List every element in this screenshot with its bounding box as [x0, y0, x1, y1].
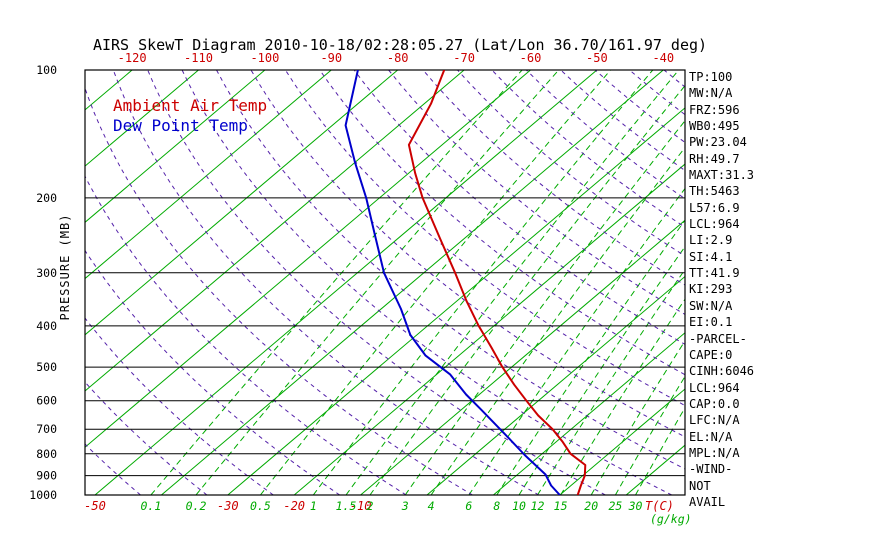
stat-line: TT:41.9 — [689, 266, 740, 281]
stat-line: MPL:N/A — [689, 445, 740, 460]
mixing-ratio-tick-label: 3 — [401, 499, 409, 513]
stat-line: CAPE:0 — [689, 347, 733, 362]
mixing-ratio-tick-label: 8 — [493, 499, 500, 513]
legend-ambient-air-temp: Ambient Air Temp — [113, 96, 268, 115]
stats-panel: TP:100 MW:N/A FRZ:596 WB0:495 PW:23.04 RH:49.… — [689, 69, 754, 510]
stat-line: TH:5463 — [689, 184, 740, 199]
mixing-ratio-tick-label: 25 — [608, 499, 622, 513]
pressure-tick-label: 700 — [36, 422, 57, 436]
stat-line: PW:23.04 — [689, 135, 747, 150]
isotherms — [85, 70, 685, 495]
bottom-temp-tick-label: -50 — [84, 499, 106, 513]
stat-line: KI:293 — [689, 282, 733, 297]
stat-line: LCL:964 — [689, 217, 740, 232]
mixing-ratio-tick-label: 1 — [310, 499, 317, 513]
stat-line: NOT — [689, 478, 711, 493]
mixing-ratio-tick-label: 0.5 — [250, 499, 271, 513]
top-temp-tick-label: -70 — [453, 51, 475, 65]
ambient-temp-curve — [407, 70, 587, 495]
pressure-tick-label: 300 — [36, 266, 57, 280]
stat-line: AVAIL — [689, 494, 726, 509]
pressure-tick-label: 500 — [36, 360, 57, 374]
stat-line: MW:N/A — [689, 86, 733, 101]
dry-adiabats — [85, 70, 685, 495]
legend: Ambient Air Temp Dew Point Temp — [113, 96, 267, 136]
chart-title: AIRS SkewT Diagram 2010-10-18/02:28:05.2… — [92, 36, 708, 54]
bottom-temp-tick-label: -20 — [283, 499, 305, 513]
stat-line: TP:100 — [689, 70, 733, 84]
stat-line: FRZ:596 — [689, 102, 740, 117]
x-axis-mixing-unit-label: (g/kg) — [650, 512, 692, 526]
pressure-tick-label: 200 — [36, 191, 57, 205]
mixing-ratio-tick-label: 30 — [628, 499, 643, 513]
top-temp-tick-label: -90 — [320, 51, 342, 65]
legend-dew-point-temp: Dew Point Temp — [113, 116, 248, 135]
top-temp-tick-label: -40 — [652, 51, 674, 65]
mixing-ratio-tick-label: 10 — [512, 499, 526, 513]
stat-line: -WIND- — [689, 462, 733, 477]
field-lines — [85, 70, 685, 495]
pressure-tick-label: 1000 — [29, 488, 57, 502]
top-temp-tick-label: -60 — [520, 51, 542, 65]
stat-line: RH:49.7 — [689, 151, 740, 166]
y-axis-title: PRESSURE (MB) — [58, 214, 72, 321]
bottom-temp-tick-label: -10 — [350, 499, 372, 513]
mixing-ratio-tick-label: 6 — [465, 499, 472, 513]
stat-line: MAXT:31.3 — [689, 168, 755, 183]
top-temp-tick-label: -80 — [387, 51, 409, 65]
mixing-ratio-lines — [150, 70, 685, 495]
pressure-tick-label: 800 — [36, 447, 57, 461]
mixing-ratio-tick-label: 2 — [367, 499, 374, 513]
stat-line: CAP:0.0 — [689, 396, 740, 411]
stat-line: LI:2.9 — [689, 233, 733, 248]
stat-line: LFC:N/A — [689, 413, 740, 428]
top-temp-tick-label: -50 — [586, 51, 608, 65]
pressure-tick-label: 900 — [36, 469, 57, 483]
dew-point-curve — [344, 70, 561, 495]
stat-line: EI:0.1 — [689, 315, 733, 330]
stat-line: SI:4.1 — [689, 249, 733, 264]
mixing-ratio-tick-label: 1.5 — [336, 499, 357, 513]
pressure-tick-label: 400 — [36, 319, 57, 333]
stat-line: SW:N/A — [689, 298, 733, 313]
stat-line: CINH:6046 — [689, 364, 755, 379]
pressure-tick-label: 100 — [36, 63, 57, 77]
mixing-ratio-tick-label: 0.1 — [141, 499, 162, 513]
top-temp-tick-label: -120 — [118, 51, 147, 65]
bottom-temp-tick-label: -30 — [217, 499, 239, 513]
stat-line: LCL:964 — [689, 380, 740, 395]
mixing-ratio-tick-label: 15 — [554, 499, 568, 513]
top-temp-tick-label: -100 — [250, 51, 279, 65]
stat-line: -PARCEL- — [689, 331, 747, 346]
mixing-ratio-tick-label: 4 — [428, 499, 435, 513]
stat-line: EL:N/A — [689, 429, 733, 444]
mixing-ratio-tick-label: 0.2 — [186, 499, 207, 513]
mixing-ratio-tick-label: 20 — [584, 499, 598, 513]
pressure-tick-label: 600 — [36, 394, 57, 408]
stat-line: L57:6.9 — [689, 200, 740, 215]
plot-border — [84, 69, 686, 496]
mixing-ratio-tick-label: 12 — [531, 499, 545, 513]
x-axis-temp-unit-label: T(C) — [645, 499, 674, 513]
stat-line: WB0:495 — [689, 119, 740, 134]
top-temp-tick-label: -110 — [184, 51, 213, 65]
